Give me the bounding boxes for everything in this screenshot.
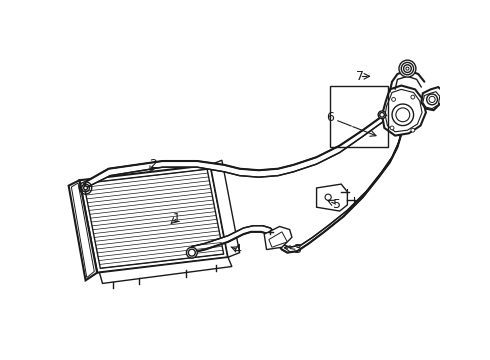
Circle shape [401,62,414,75]
Polygon shape [269,232,287,247]
Circle shape [411,95,415,99]
Circle shape [390,126,394,130]
Polygon shape [84,169,223,268]
Polygon shape [86,99,397,188]
Polygon shape [79,165,228,273]
Circle shape [427,94,438,105]
Polygon shape [317,184,347,211]
Polygon shape [192,103,404,253]
Circle shape [411,128,415,132]
Polygon shape [69,180,97,280]
Text: 5: 5 [333,198,342,211]
Circle shape [380,112,384,117]
Circle shape [392,98,395,101]
Polygon shape [423,92,440,109]
Circle shape [187,247,197,258]
Bar [330,86,388,147]
Polygon shape [385,89,422,132]
Circle shape [188,249,196,256]
Polygon shape [99,257,232,283]
Circle shape [399,60,416,77]
Circle shape [325,194,331,200]
Polygon shape [382,86,426,136]
Polygon shape [210,160,240,257]
Text: 2: 2 [149,158,157,171]
Polygon shape [72,183,94,278]
Circle shape [396,108,410,122]
Circle shape [406,67,409,70]
Polygon shape [264,226,292,249]
Circle shape [404,65,411,72]
Text: 3: 3 [294,243,301,256]
Text: 7: 7 [356,70,364,83]
Polygon shape [421,87,443,110]
Text: 4: 4 [233,243,241,256]
Circle shape [378,111,386,119]
Circle shape [429,96,435,103]
Text: 1: 1 [172,212,180,225]
Text: 6: 6 [326,111,334,125]
Circle shape [392,104,414,126]
Circle shape [84,186,88,190]
